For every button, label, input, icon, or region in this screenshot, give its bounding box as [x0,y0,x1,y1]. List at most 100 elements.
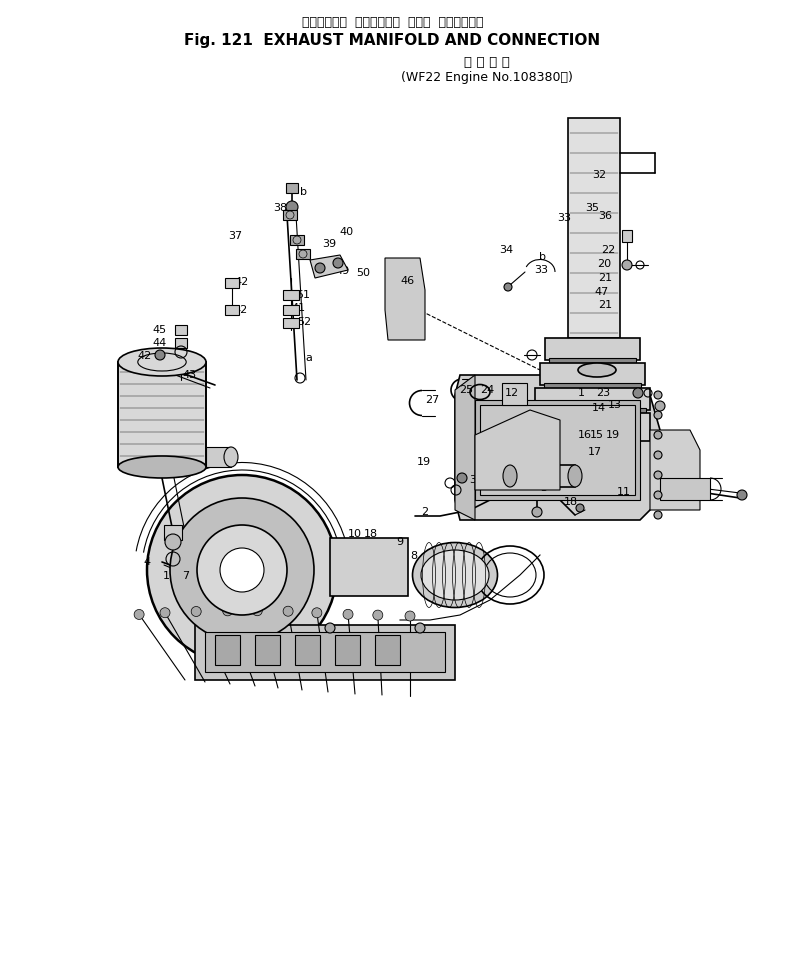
Bar [545,338,640,360]
Bar [255,635,280,665]
Bar [225,278,239,288]
Text: 42: 42 [137,351,152,361]
Ellipse shape [118,456,206,478]
Circle shape [325,623,335,633]
Circle shape [532,507,542,517]
Bar [535,388,650,410]
Circle shape [134,609,144,620]
Polygon shape [455,375,660,520]
Text: 36: 36 [598,211,612,221]
Text: 45: 45 [152,325,166,335]
Text: 24: 24 [480,385,495,395]
Text: 2: 2 [421,507,428,517]
Bar [540,363,645,385]
Text: 7: 7 [182,571,189,581]
Bar [283,210,297,220]
Bar [549,358,636,365]
Text: 5: 5 [250,603,257,613]
Text: 18: 18 [564,497,578,507]
Text: 27: 27 [425,395,440,405]
Bar [335,635,360,665]
Bar [296,249,310,259]
Text: 4: 4 [143,557,150,567]
Text: 29: 29 [477,478,491,488]
Polygon shape [310,255,348,278]
Ellipse shape [224,447,238,467]
Ellipse shape [421,550,489,600]
Text: 1: 1 [163,571,170,581]
Text: 適 用 号 機: 適 用 号 機 [464,55,509,68]
Circle shape [622,260,632,270]
Circle shape [654,491,662,499]
Circle shape [737,490,747,500]
Text: 19: 19 [417,457,431,467]
Bar [206,447,231,467]
Bar [480,405,635,495]
Circle shape [655,401,665,411]
Circle shape [252,606,262,616]
Circle shape [654,411,662,419]
Ellipse shape [412,543,498,607]
Text: Fig. 121  EXHAUST MANIFOLD AND CONNECTION: Fig. 121 EXHAUST MANIFOLD AND CONNECTION [184,32,601,48]
Text: 43: 43 [182,370,196,380]
Circle shape [343,609,353,619]
Circle shape [654,451,662,459]
Text: 42: 42 [233,305,247,315]
Text: 18: 18 [364,529,378,539]
Text: 31: 31 [469,475,483,485]
Circle shape [654,511,662,519]
Text: 28: 28 [488,443,502,453]
Text: 30: 30 [485,467,499,477]
Text: 37: 37 [228,231,242,241]
Text: 19: 19 [606,430,620,440]
Text: 33: 33 [557,213,571,223]
Polygon shape [385,258,425,340]
Text: 12: 12 [505,388,519,398]
Circle shape [333,258,343,268]
Text: 34: 34 [499,245,513,255]
Text: 20: 20 [597,259,612,269]
Bar [510,465,575,487]
Circle shape [155,350,165,360]
Circle shape [283,606,293,616]
Text: 16: 16 [578,430,592,440]
Text: 40: 40 [339,227,353,237]
Text: 48: 48 [316,258,330,268]
Bar [530,413,650,441]
Circle shape [457,473,467,483]
Text: エキゾースト  マニホールド  および  コネクション: エキゾースト マニホールド および コネクション [301,16,484,28]
Text: 3: 3 [540,483,547,493]
Polygon shape [455,375,475,520]
Bar [330,538,408,596]
Bar [568,118,620,338]
Bar [295,635,320,665]
Polygon shape [475,410,560,490]
Text: 21: 21 [598,300,612,310]
Bar [286,183,298,193]
Text: 23: 23 [596,388,610,398]
Text: 51: 51 [296,290,310,300]
Bar [175,338,187,348]
Text: (WF22 Engine No.108380～): (WF22 Engine No.108380～) [401,71,572,85]
Text: 15: 15 [590,430,604,440]
Circle shape [197,525,287,615]
Text: 17: 17 [588,447,602,457]
Bar [283,318,299,328]
Text: 38: 38 [273,203,287,213]
Circle shape [576,504,584,512]
Bar [375,635,400,665]
Text: a: a [227,525,234,535]
Bar [502,383,527,405]
Bar [205,632,445,672]
Ellipse shape [118,348,206,376]
Text: 8: 8 [410,551,417,561]
Circle shape [286,201,298,213]
Polygon shape [650,430,700,510]
Text: 14: 14 [592,403,606,413]
Circle shape [220,548,264,592]
Text: 32: 32 [592,170,606,180]
Bar [290,235,304,245]
Ellipse shape [503,465,517,487]
Text: 10: 10 [348,529,362,539]
Text: 49: 49 [335,266,349,276]
